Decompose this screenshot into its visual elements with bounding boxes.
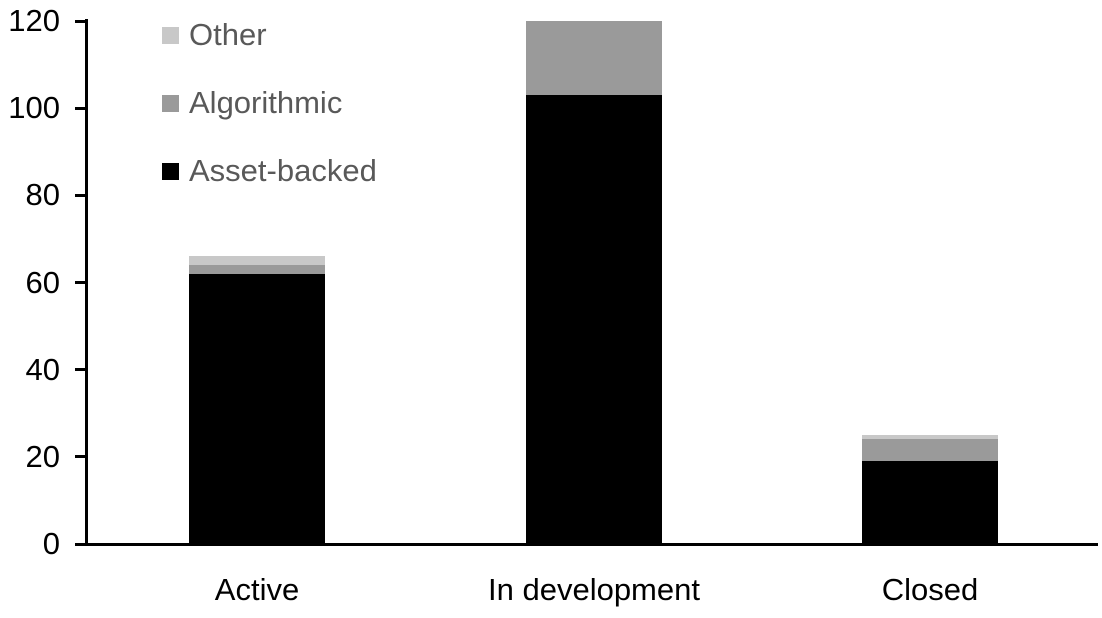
x-axis-label-closed: Closed — [881, 572, 979, 607]
y-tick-label-120: 120 — [8, 3, 60, 38]
y-tick-60 — [75, 281, 86, 284]
y-tick-40 — [75, 368, 86, 372]
bar-in-development — [526, 0, 662, 544]
y-tick-label-20: 20 — [25, 438, 60, 474]
bar-closed — [862, 0, 998, 544]
legend-label: Other — [189, 17, 267, 52]
legend-label: Algorithmic — [189, 85, 343, 120]
y-tick-label-60: 60 — [25, 264, 60, 300]
segment-other — [189, 256, 325, 266]
segment-algorithmic — [189, 265, 325, 274]
legend-item-other: Other — [162, 18, 267, 52]
y-tick-label-0: 0 — [42, 526, 60, 561]
y-tick-0 — [75, 542, 86, 546]
segment-algorithmic — [526, 21, 662, 96]
legend-swatch-icon — [162, 26, 179, 44]
y-tick-label-100: 100 — [8, 90, 60, 126]
x-axis-label-in-development: In development — [488, 572, 700, 607]
legend-swatch-icon — [162, 94, 179, 112]
y-tick-100 — [75, 106, 86, 110]
x-axis-label-active: Active — [214, 572, 300, 607]
y-tick-80 — [75, 193, 86, 197]
legend-label: Asset-backed — [189, 153, 377, 188]
legend-swatch-icon — [162, 162, 179, 180]
y-tick-label-40: 40 — [25, 351, 60, 387]
segment-algorithmic — [862, 439, 998, 462]
legend-item-asset-backed: Asset-backed — [162, 154, 377, 188]
legend-item-algorithmic: Algorithmic — [162, 86, 342, 120]
segment-asset-backed — [526, 95, 662, 544]
segment-other — [862, 435, 998, 440]
y-tick-20 — [75, 455, 86, 459]
y-tick-label-80: 80 — [25, 177, 60, 213]
segment-asset-backed — [862, 461, 998, 544]
bar-active — [189, 0, 325, 544]
x-axis-line — [84, 542, 1098, 546]
y-tick-120 — [75, 19, 86, 23]
y-axis-line — [84, 19, 88, 546]
segment-asset-backed — [189, 273, 325, 544]
